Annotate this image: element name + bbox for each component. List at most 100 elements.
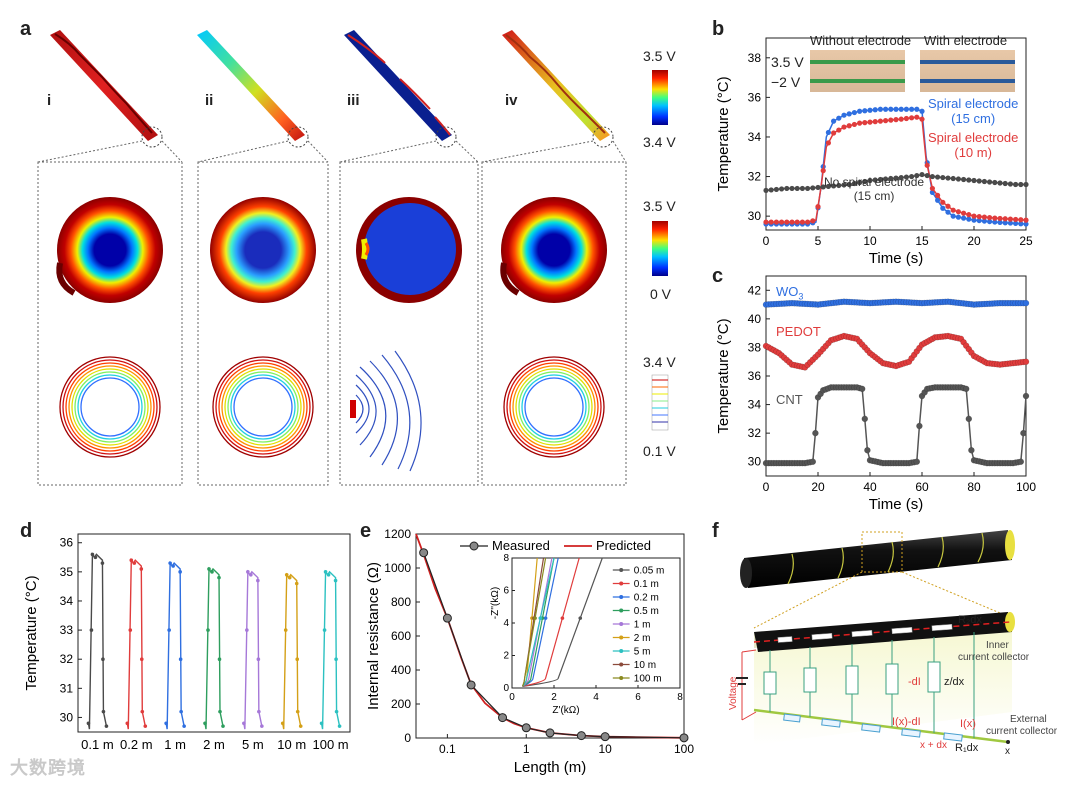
series-point bbox=[877, 176, 883, 183]
inset-legend-marker bbox=[619, 676, 624, 680]
contour-iv bbox=[503, 356, 605, 458]
y-tick-label: 38 bbox=[748, 340, 762, 354]
category-label: 10 m bbox=[277, 737, 306, 752]
series-point bbox=[768, 219, 774, 225]
contour-iii bbox=[350, 350, 422, 472]
plot-frame bbox=[765, 37, 1027, 231]
series-point bbox=[1022, 299, 1030, 307]
series-point bbox=[883, 118, 889, 124]
series-point bbox=[841, 124, 847, 130]
inset-x-tick-label: 4 bbox=[593, 692, 599, 703]
series-point bbox=[898, 174, 904, 181]
category-label: 0.1 m bbox=[81, 737, 114, 752]
trace-point bbox=[140, 709, 145, 714]
trace-point bbox=[90, 552, 95, 557]
inset-x-tick-label: 6 bbox=[635, 692, 641, 703]
trace-point bbox=[178, 570, 182, 574]
series-point bbox=[867, 107, 873, 113]
category-label: 0.2 m bbox=[120, 737, 153, 752]
trace-6 bbox=[320, 569, 341, 730]
series-point bbox=[1017, 458, 1025, 465]
disk-iv bbox=[500, 197, 607, 303]
series-point bbox=[789, 185, 795, 192]
trace-3 bbox=[204, 566, 224, 730]
y-tick-label: 34 bbox=[748, 130, 762, 144]
legend-spiral-15: Spiral electrode (15 cm) bbox=[928, 96, 1018, 126]
trace-5 bbox=[282, 572, 302, 730]
x-axis-label: Time (s) bbox=[869, 250, 923, 267]
series-point bbox=[858, 385, 866, 393]
trace-point bbox=[129, 558, 134, 563]
inset-y-axis-label: -Z''(kΩ) bbox=[490, 587, 501, 619]
series-point bbox=[903, 174, 909, 180]
series-point bbox=[836, 115, 842, 121]
series-point bbox=[955, 214, 961, 220]
series-point bbox=[961, 210, 967, 216]
panel-b-inset-right bbox=[920, 50, 1015, 92]
series-point bbox=[961, 215, 967, 221]
inset-legend-label: 2 m bbox=[634, 633, 651, 644]
y-tick-label: 1200 bbox=[384, 528, 411, 541]
x-tick-label: 5 bbox=[815, 234, 822, 248]
series-point bbox=[929, 173, 935, 180]
trace-point bbox=[125, 721, 130, 726]
series-point bbox=[1018, 181, 1024, 188]
trace-point bbox=[257, 709, 261, 714]
series-point bbox=[914, 172, 920, 179]
trace-point bbox=[93, 555, 98, 560]
series-point bbox=[773, 186, 779, 193]
colorbar-bot-max: 3.4 V bbox=[643, 354, 676, 370]
trace-point bbox=[101, 709, 106, 714]
series-point bbox=[945, 175, 951, 181]
series-point bbox=[857, 120, 863, 126]
series-point bbox=[966, 212, 972, 218]
y-tick-label: 400 bbox=[391, 663, 411, 677]
series-point bbox=[768, 187, 774, 193]
series-point bbox=[955, 209, 961, 215]
series-point bbox=[909, 106, 915, 112]
inset-curve-1 bbox=[522, 557, 580, 687]
inset-curve-point bbox=[578, 616, 583, 620]
trace-point bbox=[171, 564, 175, 568]
inset-legend-marker bbox=[619, 581, 624, 586]
y-axis-label: Temperature (°C) bbox=[23, 575, 40, 690]
trace-point bbox=[256, 657, 261, 662]
series-point bbox=[799, 185, 805, 192]
label-inner2: current collector bbox=[958, 652, 1030, 663]
series-point bbox=[784, 185, 790, 192]
series-point bbox=[981, 218, 987, 224]
series-point bbox=[1023, 181, 1029, 188]
series-point bbox=[794, 219, 800, 225]
rod-ii bbox=[197, 30, 305, 141]
series-point bbox=[872, 107, 878, 113]
series-point bbox=[851, 180, 857, 187]
series-point bbox=[862, 178, 868, 185]
series-point bbox=[971, 213, 977, 219]
label-r2dx: R₂dx bbox=[958, 614, 982, 626]
series-point bbox=[805, 219, 811, 225]
x-tick-label: 10 bbox=[598, 742, 612, 756]
trace-point bbox=[132, 561, 137, 565]
series-point bbox=[987, 215, 993, 221]
series-point bbox=[779, 186, 785, 192]
trace-2 bbox=[165, 560, 185, 730]
series-point bbox=[1013, 216, 1019, 223]
series-point bbox=[831, 130, 837, 136]
trace-point bbox=[319, 721, 324, 726]
disk-i bbox=[56, 197, 163, 303]
trace-point bbox=[284, 572, 289, 577]
series-point bbox=[831, 183, 837, 189]
series-point bbox=[862, 108, 868, 114]
series-point bbox=[1018, 221, 1024, 227]
series-point bbox=[1020, 429, 1027, 437]
y-tick-label: 600 bbox=[391, 629, 411, 643]
inset-x-axis-label: Z'(kΩ) bbox=[552, 705, 579, 716]
series-point bbox=[1013, 181, 1019, 188]
series-point bbox=[976, 217, 982, 224]
category-label: 2 m bbox=[203, 737, 225, 752]
watermark: 大数跨境 bbox=[10, 758, 86, 778]
label-pedot: PEDOT bbox=[776, 324, 821, 339]
series-point bbox=[997, 180, 1003, 186]
contour-i bbox=[59, 356, 161, 458]
